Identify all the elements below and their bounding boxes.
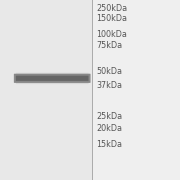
Text: 25kDa: 25kDa xyxy=(96,112,122,121)
Bar xyxy=(0,0,92,180)
Text: 37kDa: 37kDa xyxy=(96,81,122,90)
FancyBboxPatch shape xyxy=(14,74,91,83)
Text: 100kDa: 100kDa xyxy=(96,30,127,39)
FancyBboxPatch shape xyxy=(16,82,89,84)
Text: 250kDa: 250kDa xyxy=(96,4,127,13)
Text: 15kDa: 15kDa xyxy=(96,140,122,149)
Text: 75kDa: 75kDa xyxy=(96,41,122,50)
Text: 20kDa: 20kDa xyxy=(96,124,122,133)
FancyBboxPatch shape xyxy=(16,73,89,75)
Bar xyxy=(92,0,180,180)
Text: 50kDa: 50kDa xyxy=(96,68,122,76)
FancyBboxPatch shape xyxy=(16,76,89,81)
Text: 150kDa: 150kDa xyxy=(96,14,127,23)
